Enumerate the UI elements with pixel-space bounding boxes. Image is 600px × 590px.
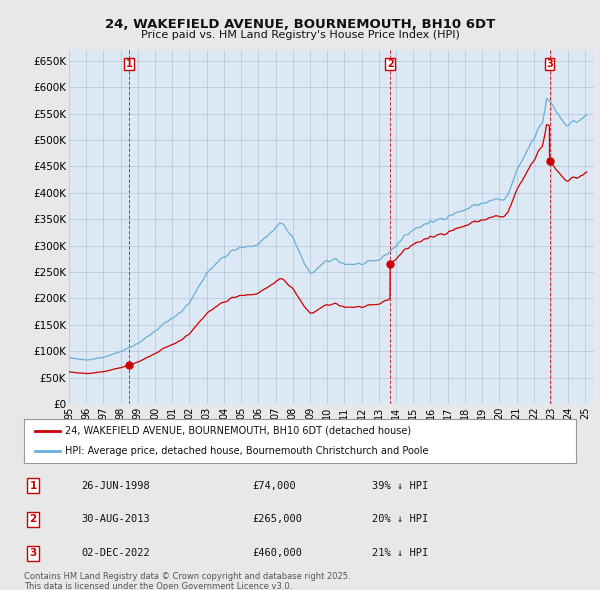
Text: 24, WAKEFIELD AVENUE, BOURNEMOUTH, BH10 6DT: 24, WAKEFIELD AVENUE, BOURNEMOUTH, BH10 … [105, 18, 495, 31]
Text: £265,000: £265,000 [252, 514, 302, 525]
Text: 24, WAKEFIELD AVENUE, BOURNEMOUTH, BH10 6DT (detached house): 24, WAKEFIELD AVENUE, BOURNEMOUTH, BH10 … [65, 426, 412, 436]
Text: HPI: Average price, detached house, Bournemouth Christchurch and Poole: HPI: Average price, detached house, Bour… [65, 446, 429, 456]
Text: 20% ↓ HPI: 20% ↓ HPI [372, 514, 428, 525]
Text: 30-AUG-2013: 30-AUG-2013 [81, 514, 150, 525]
Text: 1: 1 [125, 59, 132, 69]
Text: £460,000: £460,000 [252, 548, 302, 558]
Text: 39% ↓ HPI: 39% ↓ HPI [372, 481, 428, 491]
Text: 3: 3 [546, 59, 553, 69]
Text: Price paid vs. HM Land Registry's House Price Index (HPI): Price paid vs. HM Land Registry's House … [140, 30, 460, 40]
Text: 02-DEC-2022: 02-DEC-2022 [81, 548, 150, 558]
Text: 21% ↓ HPI: 21% ↓ HPI [372, 548, 428, 558]
Text: 1: 1 [29, 481, 37, 491]
Text: £74,000: £74,000 [252, 481, 296, 491]
Text: 26-JUN-1998: 26-JUN-1998 [81, 481, 150, 491]
Text: 3: 3 [29, 548, 37, 558]
Text: Contains HM Land Registry data © Crown copyright and database right 2025.: Contains HM Land Registry data © Crown c… [24, 572, 350, 581]
Text: 2: 2 [387, 59, 394, 69]
Text: This data is licensed under the Open Government Licence v3.0.: This data is licensed under the Open Gov… [24, 582, 292, 590]
Text: 2: 2 [29, 514, 37, 525]
